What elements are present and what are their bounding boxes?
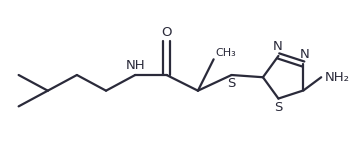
- Text: N: N: [300, 48, 309, 61]
- Text: NH: NH: [125, 59, 145, 72]
- Text: CH₃: CH₃: [216, 48, 237, 57]
- Text: S: S: [228, 77, 236, 90]
- Text: N: N: [273, 40, 282, 53]
- Text: NH₂: NH₂: [325, 71, 350, 84]
- Text: S: S: [274, 101, 283, 114]
- Text: O: O: [161, 26, 172, 39]
